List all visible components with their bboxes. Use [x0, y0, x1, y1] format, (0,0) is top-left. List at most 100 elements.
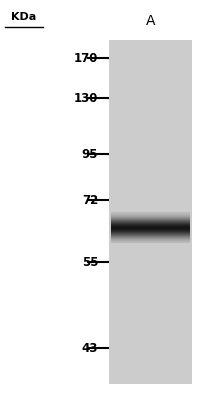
- Bar: [111, 216, 190, 217]
- Bar: [111, 222, 190, 224]
- Bar: [111, 219, 190, 220]
- Bar: [111, 220, 190, 221]
- Bar: [111, 238, 190, 239]
- Bar: [111, 242, 190, 243]
- Bar: [111, 222, 190, 223]
- Bar: [111, 212, 190, 213]
- Bar: [111, 241, 190, 242]
- Bar: [111, 230, 190, 231]
- Bar: [111, 215, 190, 216]
- Text: 43: 43: [82, 342, 98, 354]
- Bar: [111, 238, 190, 240]
- Bar: [111, 230, 190, 231]
- Bar: [111, 215, 190, 216]
- Bar: [111, 240, 190, 241]
- Bar: [111, 227, 190, 228]
- Bar: [111, 238, 190, 239]
- Bar: [111, 222, 190, 223]
- Bar: [111, 220, 190, 221]
- Bar: [111, 240, 190, 241]
- Bar: [111, 236, 190, 237]
- Bar: [111, 238, 190, 239]
- Bar: [111, 229, 190, 230]
- Bar: [111, 236, 190, 237]
- Bar: [111, 221, 190, 222]
- Bar: [111, 229, 190, 230]
- Bar: [111, 232, 190, 233]
- Bar: [111, 234, 190, 236]
- Bar: [111, 224, 190, 225]
- Bar: [111, 218, 190, 220]
- Bar: [111, 232, 190, 233]
- Bar: [111, 223, 190, 224]
- Bar: [111, 241, 190, 242]
- Bar: [111, 234, 190, 235]
- Bar: [111, 234, 190, 235]
- Bar: [111, 216, 190, 217]
- Bar: [111, 229, 190, 230]
- Bar: [111, 234, 190, 235]
- Bar: [111, 239, 190, 240]
- Bar: [111, 232, 190, 233]
- Text: 170: 170: [74, 52, 98, 64]
- Bar: [111, 221, 190, 222]
- Bar: [111, 218, 190, 219]
- Text: 55: 55: [82, 256, 98, 268]
- Bar: [111, 225, 190, 226]
- Bar: [111, 237, 190, 238]
- Bar: [111, 238, 190, 239]
- Bar: [111, 220, 190, 222]
- Bar: [111, 214, 190, 215]
- Bar: [111, 240, 190, 242]
- Bar: [111, 231, 190, 232]
- Bar: [111, 230, 190, 232]
- Bar: [111, 226, 190, 227]
- Bar: [111, 235, 190, 236]
- Bar: [111, 227, 190, 228]
- Bar: [111, 242, 190, 243]
- Bar: [111, 222, 190, 223]
- Bar: [111, 217, 190, 218]
- Bar: [111, 219, 190, 220]
- Bar: [111, 215, 190, 216]
- Bar: [111, 225, 190, 226]
- Bar: [111, 236, 190, 238]
- Bar: [111, 212, 190, 214]
- Bar: [111, 213, 190, 214]
- Bar: [111, 240, 190, 241]
- Bar: [111, 235, 190, 236]
- Bar: [111, 241, 190, 242]
- Bar: [111, 218, 190, 219]
- Bar: [111, 225, 190, 226]
- Bar: [111, 233, 190, 234]
- Bar: [111, 217, 190, 218]
- Text: 130: 130: [74, 92, 98, 104]
- Bar: [111, 239, 190, 240]
- Text: 95: 95: [82, 148, 98, 160]
- Bar: [111, 214, 190, 215]
- Bar: [111, 231, 190, 232]
- Text: 72: 72: [82, 194, 98, 206]
- Bar: [111, 236, 190, 237]
- Bar: [111, 224, 190, 225]
- Bar: [111, 221, 190, 222]
- Bar: [111, 232, 190, 234]
- Bar: [111, 226, 190, 227]
- Bar: [111, 233, 190, 234]
- Bar: [111, 233, 190, 234]
- Bar: [111, 230, 190, 231]
- Bar: [111, 217, 190, 218]
- Bar: [111, 228, 190, 230]
- Bar: [111, 212, 190, 213]
- Bar: [111, 220, 190, 221]
- Bar: [111, 227, 190, 228]
- Bar: [111, 228, 190, 229]
- Bar: [111, 242, 190, 243]
- Bar: [111, 224, 190, 226]
- Bar: [111, 228, 190, 229]
- Bar: [111, 223, 190, 224]
- Bar: [111, 219, 190, 220]
- Bar: [111, 217, 190, 218]
- Text: A: A: [146, 14, 155, 28]
- Bar: [111, 229, 190, 230]
